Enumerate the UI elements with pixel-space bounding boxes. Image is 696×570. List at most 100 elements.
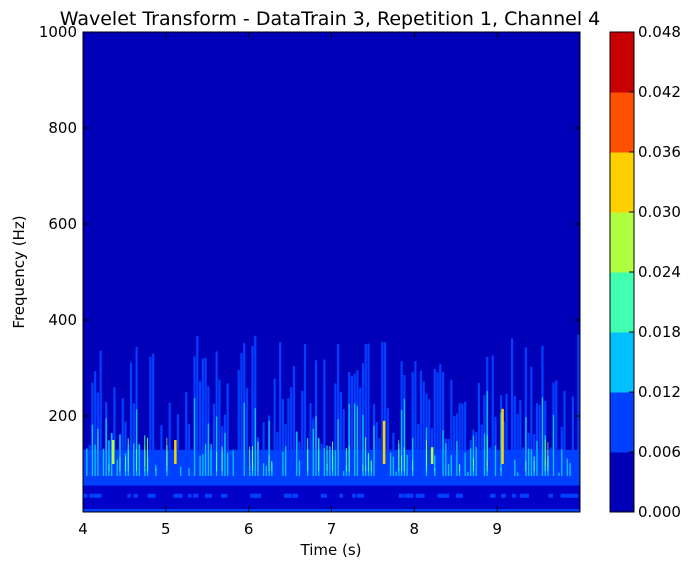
activity-mid bbox=[97, 428, 99, 476]
activity-spike bbox=[168, 402, 171, 484]
activity-spike bbox=[124, 421, 127, 484]
activity-high bbox=[370, 466, 372, 472]
x-tick-label: 9 bbox=[492, 520, 502, 538]
activity-spike bbox=[240, 353, 243, 484]
activity-mid bbox=[296, 431, 298, 476]
y-tick-label: 800 bbox=[48, 119, 77, 137]
activity-mid bbox=[527, 448, 530, 476]
activity-peak bbox=[370, 461, 372, 467]
activity-spike bbox=[538, 405, 541, 484]
activity-spike bbox=[121, 398, 124, 484]
activity-spike bbox=[441, 371, 445, 484]
activity-mid bbox=[456, 441, 458, 476]
activity-high bbox=[412, 460, 414, 472]
activity-mid bbox=[541, 397, 544, 476]
activity-high bbox=[401, 455, 403, 472]
activity-mid bbox=[365, 466, 367, 476]
activity-mid bbox=[342, 471, 345, 476]
activity-mid bbox=[500, 412, 502, 476]
activity-mid bbox=[536, 441, 538, 476]
x-tick-label: 7 bbox=[327, 520, 337, 538]
activity-high bbox=[525, 460, 527, 472]
low-freq-speckle bbox=[83, 493, 88, 498]
activity-spike bbox=[411, 371, 414, 484]
activity-mid bbox=[315, 416, 317, 476]
activity-spike bbox=[276, 432, 279, 484]
activity-spike bbox=[367, 343, 370, 484]
activity-mid bbox=[395, 471, 397, 476]
colorbar-segment bbox=[610, 332, 634, 393]
activity-high bbox=[119, 456, 121, 472]
low-freq-speckle bbox=[285, 493, 291, 498]
activity-high bbox=[257, 441, 259, 472]
activity-peak bbox=[249, 446, 251, 467]
low-freq-speckle bbox=[147, 493, 156, 498]
low-freq-speckle bbox=[89, 493, 96, 498]
activity-mid bbox=[312, 428, 314, 476]
activity-high bbox=[459, 464, 461, 472]
activity-mid bbox=[94, 444, 96, 476]
y-axis-label: Frequency (Hz) bbox=[10, 215, 28, 328]
x-axis-ticks: 4 5 6 7 8 9 bbox=[78, 32, 502, 538]
activity-mid bbox=[450, 455, 453, 476]
activity-spike bbox=[279, 342, 282, 484]
activity-mid bbox=[243, 402, 245, 476]
low-freq-speckle bbox=[204, 493, 213, 498]
colorbar-segment bbox=[610, 32, 634, 93]
activity-spike bbox=[301, 390, 304, 484]
activity-mid bbox=[569, 463, 571, 476]
activity-high bbox=[249, 465, 251, 472]
activity-high bbox=[326, 445, 328, 472]
activity-high bbox=[108, 463, 110, 472]
activity-spike bbox=[342, 409, 345, 484]
activity-mid bbox=[188, 468, 190, 476]
colorbar-tick-label: 0.024 bbox=[638, 263, 681, 281]
activity-spike bbox=[287, 398, 290, 484]
activity-peak bbox=[398, 439, 400, 467]
activity-spike bbox=[419, 370, 423, 484]
activity-spike bbox=[488, 447, 492, 484]
activity-mid bbox=[392, 456, 395, 476]
activity-spike bbox=[303, 343, 307, 484]
activity-spike bbox=[292, 365, 296, 484]
activity-spike bbox=[364, 343, 367, 484]
activity-high bbox=[365, 437, 367, 472]
activity-spike bbox=[140, 463, 144, 484]
activity-hotspot bbox=[430, 447, 434, 464]
activity-spike bbox=[480, 424, 483, 484]
activity-spike bbox=[577, 334, 580, 484]
activity-spike bbox=[447, 438, 450, 484]
activity-mid bbox=[469, 448, 472, 476]
low-freq-speckle bbox=[93, 493, 102, 498]
activity-mid bbox=[356, 405, 359, 476]
activity-mid bbox=[400, 409, 403, 476]
activity-mid bbox=[265, 465, 268, 476]
activity-mid bbox=[86, 448, 88, 476]
activity-spike bbox=[339, 391, 342, 484]
activity-mid bbox=[475, 446, 477, 476]
activity-spike bbox=[375, 422, 378, 484]
activity-spike bbox=[226, 383, 229, 484]
x-axis-label: Time (s) bbox=[300, 541, 362, 559]
activity-mid bbox=[445, 443, 447, 476]
activity-spike bbox=[320, 444, 323, 484]
activity-mid bbox=[434, 455, 436, 476]
activity-spike bbox=[574, 460, 577, 484]
activity-high bbox=[307, 438, 309, 472]
activity-mid bbox=[268, 420, 270, 476]
activity-peak bbox=[144, 445, 146, 467]
low-freq-speckle bbox=[188, 493, 192, 498]
activity-high bbox=[367, 453, 369, 472]
colorbar-tick-label: 0.042 bbox=[638, 83, 681, 101]
activity-spike bbox=[452, 416, 456, 484]
activity-mid bbox=[354, 403, 356, 476]
activity-spike bbox=[359, 387, 362, 484]
colorbar-segment bbox=[610, 452, 634, 513]
activity-mid bbox=[561, 449, 563, 476]
activity-mid bbox=[111, 433, 113, 476]
activity-spike bbox=[491, 355, 494, 484]
activity-spike bbox=[196, 335, 199, 484]
activity-spike bbox=[251, 345, 254, 484]
y-tick-label: 600 bbox=[48, 215, 77, 233]
activity-spike bbox=[171, 467, 174, 484]
